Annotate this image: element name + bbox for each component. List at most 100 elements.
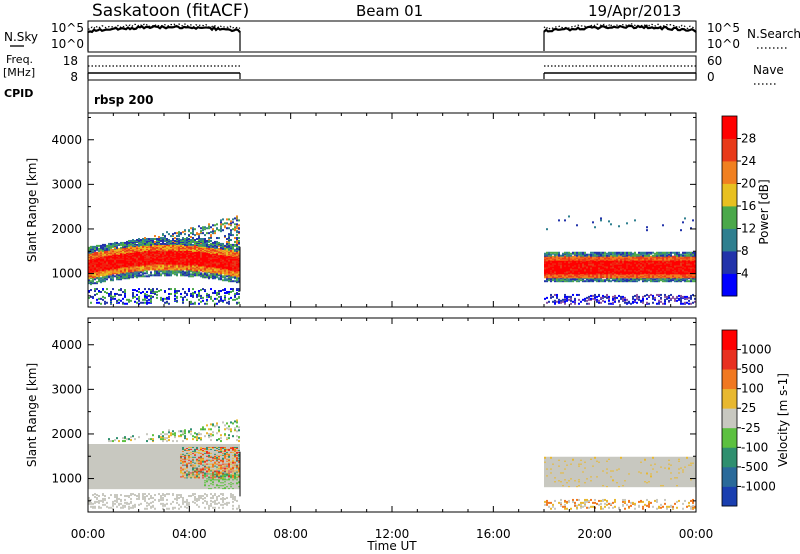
power-cell [160, 273, 162, 276]
power-cell [138, 302, 140, 305]
power-cell [136, 245, 138, 248]
power-cell [230, 238, 232, 241]
power-cell [616, 254, 618, 257]
power-cell [112, 274, 114, 277]
power-cell [110, 298, 112, 301]
power-cell [114, 275, 116, 278]
power-cell [118, 242, 120, 245]
power-cell [570, 299, 572, 302]
power-cell [238, 301, 240, 304]
power-cell [200, 238, 202, 241]
power-cell [112, 248, 114, 251]
power-cell [160, 296, 162, 299]
power-cell [624, 296, 626, 299]
power-cell [146, 290, 148, 293]
power-cell [626, 298, 628, 301]
power-cell [564, 255, 566, 258]
power-cell [220, 229, 222, 232]
power-cell [190, 238, 192, 241]
power-cell [624, 251, 626, 254]
power-cell [602, 299, 604, 302]
power-cell [144, 295, 146, 298]
power-cell [106, 301, 108, 304]
power-cell [624, 279, 626, 282]
power-cell [206, 298, 208, 301]
power-cell [620, 251, 622, 254]
power-cell [152, 288, 154, 291]
power-cell [576, 251, 578, 254]
power-cell [120, 275, 122, 278]
power-cell [192, 302, 194, 305]
power-cell [234, 276, 236, 279]
power-cell [586, 296, 588, 299]
power-cell [232, 234, 234, 237]
power-cell [192, 230, 194, 233]
freq-tick-high: 18 [63, 54, 78, 68]
power-cell [144, 237, 146, 240]
power-cell [238, 237, 240, 240]
power-cell [104, 296, 106, 299]
power-cell [192, 238, 194, 241]
power-cell [654, 298, 656, 301]
power-heatmap [88, 215, 697, 305]
power-cell [178, 235, 180, 238]
power-cell [586, 302, 588, 305]
power-cell [110, 275, 112, 278]
power-cell [122, 241, 124, 244]
power-cell [158, 236, 160, 239]
power-cell [584, 251, 586, 254]
power-cell [648, 279, 650, 282]
power-cell [170, 239, 172, 242]
power-cell [138, 274, 140, 277]
power-cell [130, 239, 132, 242]
power-cell [216, 223, 218, 226]
power-cell [604, 279, 606, 282]
power-cell [228, 244, 230, 247]
power-cell [232, 221, 234, 224]
power-cell [142, 301, 144, 304]
power-cell [222, 242, 224, 245]
power-cell [174, 297, 176, 300]
power-cell [652, 297, 654, 300]
power-cell [218, 241, 220, 244]
power-cell [618, 251, 620, 254]
power-cell [554, 293, 556, 296]
power-cell [548, 300, 550, 303]
power-cell [658, 293, 660, 296]
power-cell [610, 255, 612, 258]
power-cell [194, 234, 196, 237]
power-cell [566, 251, 568, 254]
power-cell [168, 295, 170, 298]
date-title: 19/Apr/2013 [588, 2, 681, 20]
power-cell [572, 251, 574, 254]
power-cell [194, 228, 196, 231]
power-cell [578, 293, 580, 296]
power-cell [182, 288, 184, 291]
power-cell [106, 291, 108, 294]
power-cell [642, 301, 644, 304]
power-cell [144, 297, 146, 300]
power-cell [650, 251, 652, 254]
power-cell [556, 255, 558, 258]
power-cell [166, 238, 168, 241]
power-cell [608, 251, 610, 254]
power-cell [148, 238, 150, 241]
power-cell [638, 251, 640, 254]
power-cell [610, 280, 612, 283]
power-cell [238, 250, 240, 253]
power-cell [186, 270, 188, 273]
power-cell [200, 300, 202, 303]
power-cell [230, 234, 232, 237]
power-cell [142, 298, 144, 301]
power-cell [638, 298, 640, 301]
power-cell [236, 234, 238, 237]
power-cell [584, 299, 586, 302]
power-cell [178, 238, 180, 241]
power-cell [100, 279, 102, 282]
power-cell [210, 288, 212, 291]
power-cell [224, 235, 226, 238]
power-cell [558, 300, 560, 303]
power-cell [158, 238, 160, 241]
power-cell [200, 230, 202, 233]
